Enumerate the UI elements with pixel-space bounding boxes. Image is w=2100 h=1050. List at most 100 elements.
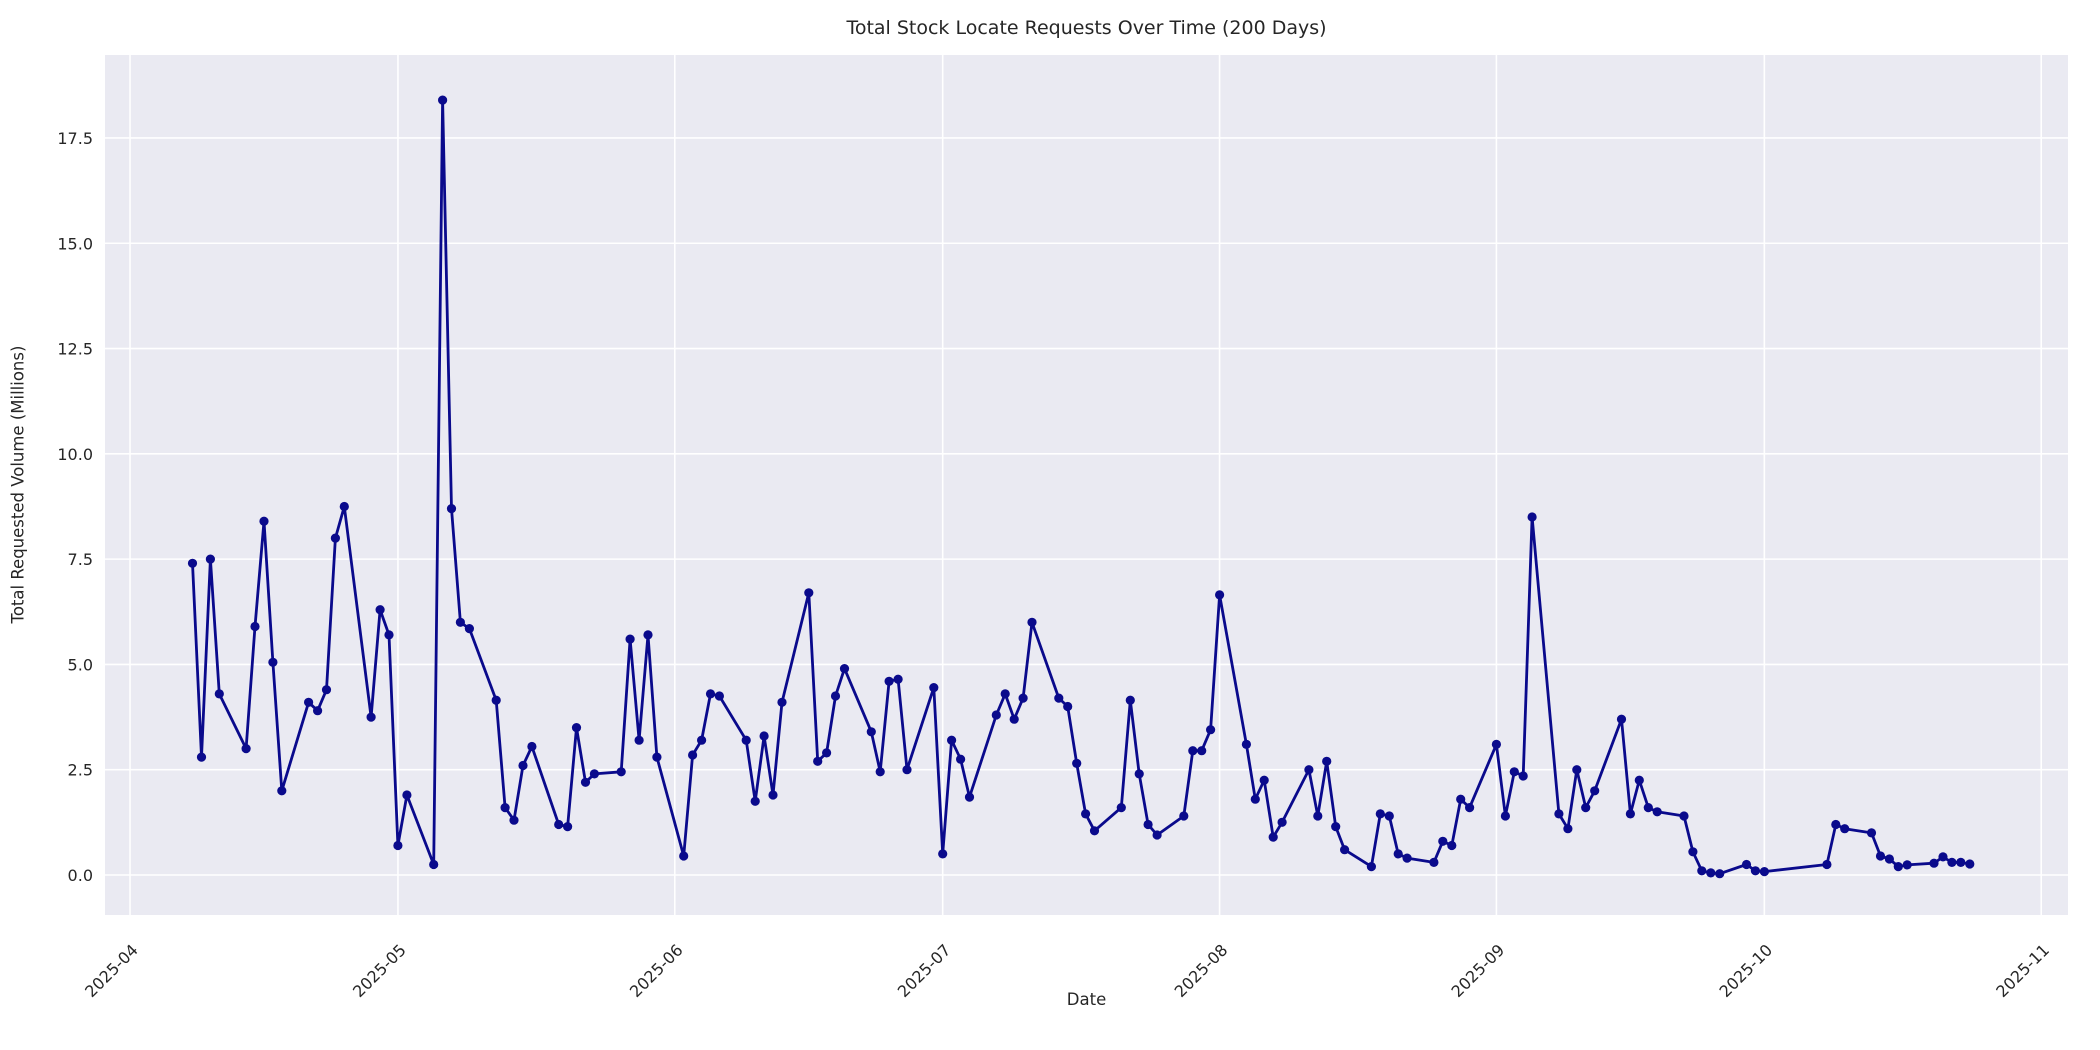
- data-point: [250, 621, 260, 632]
- y-tick-label: 15.0: [57, 234, 93, 253]
- data-point: [1447, 840, 1457, 851]
- data-point: [1688, 847, 1698, 857]
- y-tick-label: 12.5: [57, 340, 93, 359]
- data-point: [1089, 826, 1100, 836]
- data-point: [1393, 849, 1403, 859]
- data-point: [1143, 819, 1153, 830]
- y-tick-label: 5.0: [68, 655, 93, 674]
- data-point: [1018, 693, 1028, 703]
- data-point: [589, 769, 600, 779]
- data-point: [884, 676, 894, 686]
- data-point: [375, 605, 385, 615]
- data-point: [563, 822, 573, 832]
- data-point: [956, 754, 966, 764]
- data-point: [813, 756, 823, 766]
- data-point: [321, 685, 332, 695]
- data-point: [571, 723, 582, 733]
- data-point: [1509, 767, 1519, 777]
- data-point: [1590, 786, 1600, 796]
- data-point: [1313, 811, 1323, 821]
- data-point: [491, 695, 501, 705]
- data-point: [1956, 857, 1966, 868]
- data-point: [964, 792, 975, 802]
- data-point: [1072, 758, 1082, 769]
- plot-background: [105, 55, 2068, 915]
- data-point: [697, 735, 707, 745]
- data-point: [822, 748, 832, 758]
- data-point: [1116, 803, 1126, 813]
- data-point: [1366, 862, 1376, 872]
- y-axis-label: Total Requested Volume (Millions): [8, 345, 28, 624]
- data-point: [1179, 811, 1189, 821]
- data-point: [1625, 809, 1635, 819]
- data-point: [366, 712, 376, 722]
- data-point: [1268, 832, 1278, 842]
- data-point: [839, 664, 850, 674]
- data-point: [1125, 695, 1135, 705]
- data-point: [1081, 809, 1091, 819]
- data-point: [1402, 853, 1412, 863]
- data-point: [616, 767, 626, 777]
- data-point: [1259, 775, 1269, 785]
- data-point: [1875, 851, 1886, 861]
- data-point: [625, 634, 635, 644]
- data-point: [1715, 869, 1725, 879]
- data-point: [1706, 868, 1716, 878]
- data-point: [679, 851, 689, 861]
- data-point: [1866, 828, 1877, 838]
- data-point: [938, 849, 948, 859]
- data-point: [1241, 739, 1251, 750]
- data-point: [1304, 765, 1314, 775]
- data-point: [402, 790, 412, 800]
- data-point: [1429, 857, 1439, 868]
- chart-title: Total Stock Locate Requests Over Time (2…: [846, 17, 1327, 39]
- data-point: [902, 765, 912, 775]
- data-point: [205, 554, 215, 564]
- data-series-line: [191, 98, 1972, 876]
- data-point: [741, 735, 751, 745]
- data-point: [1027, 617, 1037, 627]
- data-point: [241, 744, 251, 754]
- y-tick-label: 17.5: [57, 129, 93, 148]
- data-point: [1643, 803, 1653, 813]
- data-point: [1215, 590, 1225, 600]
- data-point: [455, 617, 465, 627]
- data-point: [1902, 860, 1912, 870]
- data-point: [1759, 867, 1769, 877]
- data-point: [1741, 859, 1752, 870]
- data-point: [1063, 701, 1073, 712]
- data-point: [1000, 689, 1010, 699]
- data-point: [1331, 822, 1341, 832]
- data-point: [1188, 746, 1198, 756]
- y-tick-label: 0.0: [68, 866, 93, 885]
- data-point: [214, 689, 224, 699]
- data-point: [1491, 739, 1501, 750]
- data-point: [830, 691, 841, 701]
- data-point: [1518, 771, 1528, 781]
- data-point: [438, 95, 448, 105]
- data-point: [1375, 809, 1385, 819]
- data-point: [554, 819, 564, 830]
- data-point: [705, 689, 716, 699]
- data-point: [1572, 765, 1582, 775]
- data-point: [1929, 858, 1939, 868]
- data-point: [384, 630, 394, 640]
- data-point: [643, 630, 653, 640]
- data-point: [1277, 817, 1287, 827]
- data-point: [688, 750, 698, 760]
- data-point: [580, 777, 591, 787]
- data-point: [1500, 811, 1510, 821]
- data-point: [929, 683, 939, 693]
- data-point: [875, 767, 885, 777]
- data-point: [429, 859, 439, 870]
- data-point: [1384, 811, 1394, 821]
- data-point: [339, 501, 349, 512]
- data-point: [518, 760, 528, 771]
- data-point: [947, 735, 957, 745]
- data-point: [1581, 803, 1591, 813]
- data-point: [500, 803, 510, 813]
- data-point: [393, 840, 403, 851]
- data-point: [268, 657, 278, 667]
- data-point: [187, 558, 198, 568]
